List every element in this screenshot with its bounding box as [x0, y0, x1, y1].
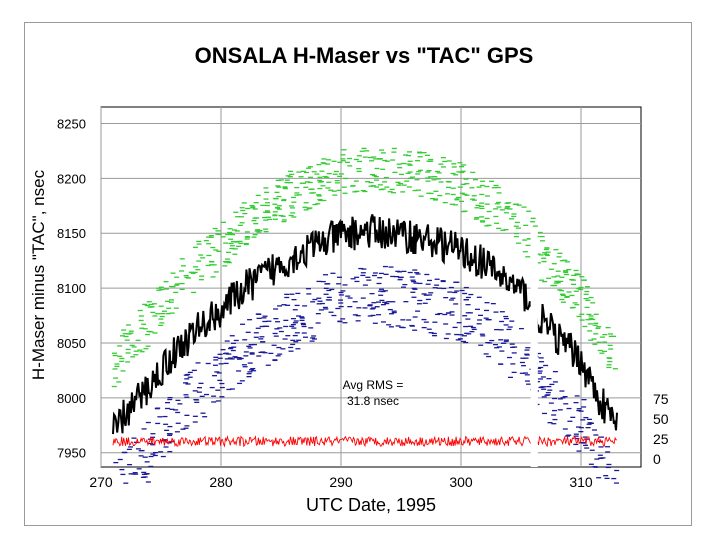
y-tick-label: 8000 — [57, 391, 86, 406]
rms-tick-label: 25 — [653, 431, 669, 447]
x-tick-label: 270 — [89, 474, 113, 490]
chart-frame: ONSALA H-Maser vs "TAC" GPS H-Maser minu… — [24, 22, 692, 526]
avg-rms-label: Avg RMS = — [343, 378, 404, 392]
x-tick-label: 310 — [569, 474, 593, 490]
rms-axis-ticks: 75 50 25 0 — [653, 391, 669, 467]
rms-tick-label: 50 — [653, 411, 669, 427]
y-axis-ticks: 7950 8000 8050 8100 8150 8200 8250 — [57, 116, 86, 460]
y-tick-label: 7950 — [57, 446, 86, 461]
rms-tick-label: 75 — [653, 391, 669, 407]
x-tick-label: 280 — [209, 474, 233, 490]
x-tick-label: 290 — [329, 474, 353, 490]
x-tick-label: 300 — [449, 474, 473, 490]
chart: ONSALA H-Maser vs "TAC" GPS H-Maser minu… — [29, 43, 669, 515]
y-tick-label: 8150 — [57, 226, 86, 241]
y-tick-label: 8250 — [57, 116, 86, 131]
lower-scatter-series — [113, 265, 620, 484]
y-tick-label: 8100 — [57, 281, 86, 296]
rms-tick-label: 0 — [653, 451, 661, 467]
rms-line — [112, 434, 618, 448]
x-axis-label: UTC Date, 1995 — [306, 495, 436, 515]
x-axis-ticks: 270 280 290 300 310 — [89, 474, 593, 490]
upper-scatter-series — [111, 147, 618, 388]
chart-title: ONSALA H-Maser vs "TAC" GPS — [195, 43, 534, 68]
y-tick-label: 8050 — [57, 336, 86, 351]
data-gap — [530, 227, 538, 467]
rms-series — [112, 434, 618, 448]
y-tick-label: 8200 — [57, 171, 86, 186]
y-axis-label: H-Maser minus "TAC", nsec — [29, 169, 48, 380]
avg-rms-value: 31.8 nsec — [347, 394, 399, 408]
